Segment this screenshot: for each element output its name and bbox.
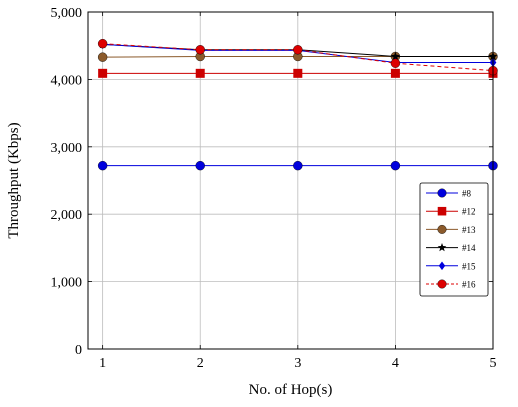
data-point — [195, 45, 205, 55]
y-tick-label: 2,000 — [51, 208, 83, 223]
data-point — [390, 68, 400, 78]
y-tick-label: 3,000 — [51, 141, 83, 156]
legend-item: #8 — [426, 189, 472, 199]
x-tick-label: 3 — [294, 356, 301, 371]
series-line — [102, 43, 494, 72]
data-point — [390, 160, 401, 171]
legend-label: #16 — [462, 280, 476, 290]
legend-marker — [438, 261, 446, 271]
data-point — [195, 160, 205, 171]
legend-label: #12 — [462, 207, 476, 217]
data-point — [97, 38, 108, 49]
x-tick-label: 1 — [99, 356, 106, 371]
tick-labels: 0 1,000 2,000 3,000 4,000 5,000 1 2 3 4 5 — [51, 6, 497, 371]
x-tick-label: 4 — [392, 356, 399, 371]
legend-marker — [437, 243, 447, 252]
y-axis-label: Throughput (Kbps) — [6, 122, 22, 238]
legend-item: #13 — [426, 225, 476, 235]
series-0 — [97, 160, 498, 171]
data-point — [293, 68, 303, 78]
plot-frame — [87, 11, 494, 350]
data-point — [98, 68, 108, 78]
legend-label: #14 — [462, 243, 476, 253]
series-5 — [97, 38, 498, 76]
data-point — [390, 51, 400, 61]
legend-label: #15 — [462, 261, 476, 271]
x-tick-label: 5 — [490, 356, 497, 371]
y-tick-label: 5,000 — [51, 6, 83, 21]
data-point — [293, 45, 303, 55]
y-tick-label: 0 — [75, 343, 82, 358]
legend-label: #8 — [462, 189, 472, 199]
x-axis-label: No. of Hop(s) — [249, 382, 333, 398]
legend: #8 #12 #13 #14 #15 #16 — [419, 182, 489, 297]
legend-marker — [437, 279, 447, 289]
data-point — [390, 58, 401, 68]
legend-marker — [437, 224, 447, 234]
data-point — [97, 52, 108, 62]
legend-box — [419, 182, 489, 297]
legend-marker — [437, 188, 447, 198]
legend-item: #12 — [426, 207, 476, 217]
series-layer — [97, 38, 498, 171]
x-tick-label: 2 — [197, 356, 204, 371]
y-tick-label: 4,000 — [51, 73, 83, 88]
data-point — [195, 68, 205, 78]
legend-item: #15 — [426, 261, 476, 271]
data-point — [97, 160, 108, 171]
legend-marker — [437, 206, 447, 216]
legend-item: #16 — [426, 280, 476, 290]
legend-label: #13 — [462, 225, 476, 235]
legend-item: #14 — [426, 243, 476, 253]
y-tick-label: 1,000 — [51, 276, 83, 291]
data-point — [293, 160, 303, 171]
series-1 — [98, 68, 498, 78]
